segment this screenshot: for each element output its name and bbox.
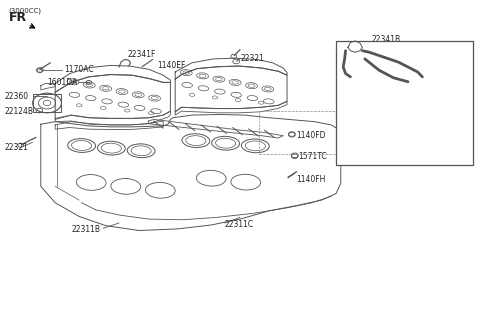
Text: K1531X: K1531X [379,156,408,165]
Text: 22124B: 22124B [5,107,34,116]
Text: 1601DA: 1601DA [47,78,77,87]
Text: 22311B: 22311B [71,225,100,234]
Text: FR: FR [9,11,27,24]
Text: 25482: 25482 [422,133,446,143]
Text: 22341B: 22341B [372,35,401,44]
Text: 22341F: 22341F [128,50,156,60]
Text: 1571TC: 1571TC [299,152,327,162]
Text: 1170AC: 1170AC [64,65,94,75]
Text: (3000CC): (3000CC) [9,7,42,14]
Text: 1140FD: 1140FD [297,131,326,140]
Text: 22321: 22321 [5,143,29,152]
Bar [336,41,473,165]
Text: 1140EF: 1140EF [157,61,186,70]
Text: 1140FH: 1140FH [296,175,325,184]
Text: 22311C: 22311C [225,220,254,230]
Text: 25482C: 25482C [359,122,388,131]
Text: 22321: 22321 [241,54,265,63]
Text: 22360: 22360 [5,92,29,101]
